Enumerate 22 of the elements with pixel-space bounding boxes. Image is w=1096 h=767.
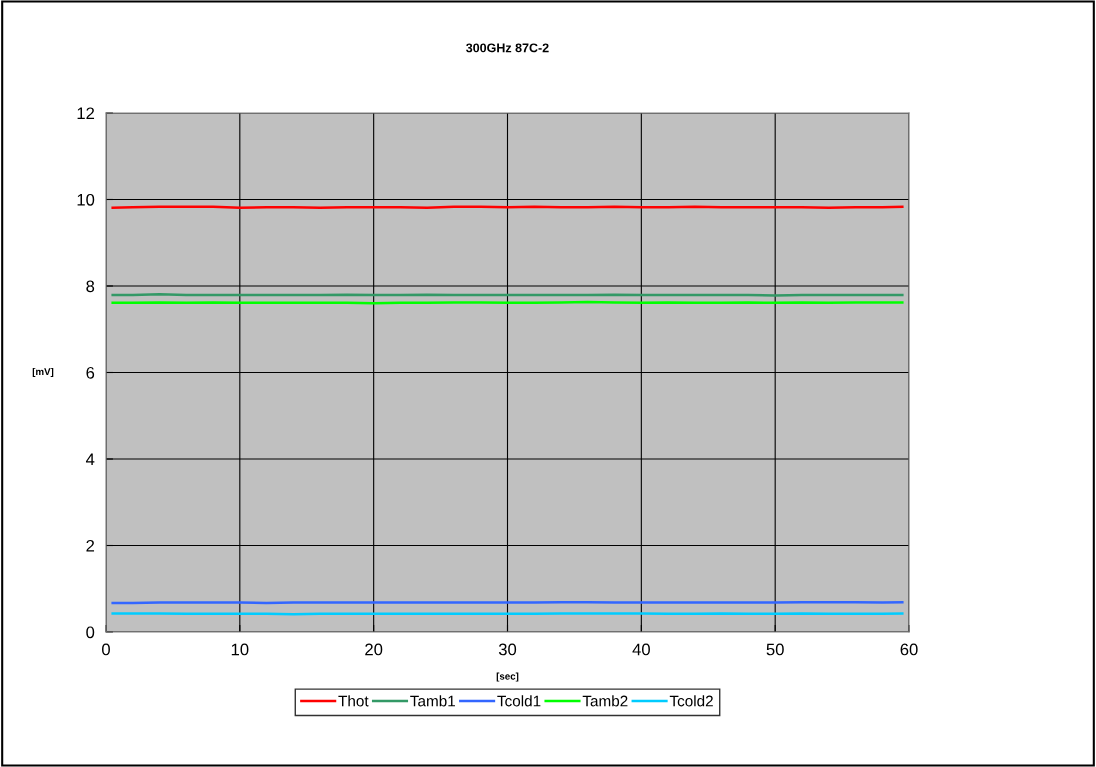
x-tick-label: 30 — [498, 643, 517, 656]
y-tick-label: 6 — [86, 366, 95, 379]
y-tick-label: 2 — [86, 539, 95, 552]
y-tick-label: 4 — [85, 453, 95, 466]
legend-label: Thot — [338, 695, 369, 707]
x-tick-label: 20 — [365, 643, 383, 656]
chart-title: 300GHz 87C-2 — [466, 43, 549, 53]
y-axis-title: [mV] — [32, 367, 54, 378]
x-tick-label: 0 — [102, 643, 110, 656]
legend-label: Tcold1 — [497, 695, 541, 707]
y-tick-label: 10 — [77, 193, 95, 206]
x-tick-label: 50 — [766, 643, 784, 656]
x-tick-label: 40 — [632, 643, 650, 656]
y-tick-label: 12 — [77, 107, 95, 120]
x-tick-label: 10 — [231, 643, 249, 656]
legend-label: Tamb2 — [582, 695, 628, 707]
x-tick-label: 60 — [900, 643, 918, 656]
y-tick-label: 8 — [86, 280, 95, 293]
x-axis-title: [sec] — [496, 672, 519, 682]
legend-label: Tamb1 — [410, 695, 455, 707]
y-tick-label: 0 — [86, 626, 95, 639]
legend-label: Tcold2 — [669, 695, 713, 707]
